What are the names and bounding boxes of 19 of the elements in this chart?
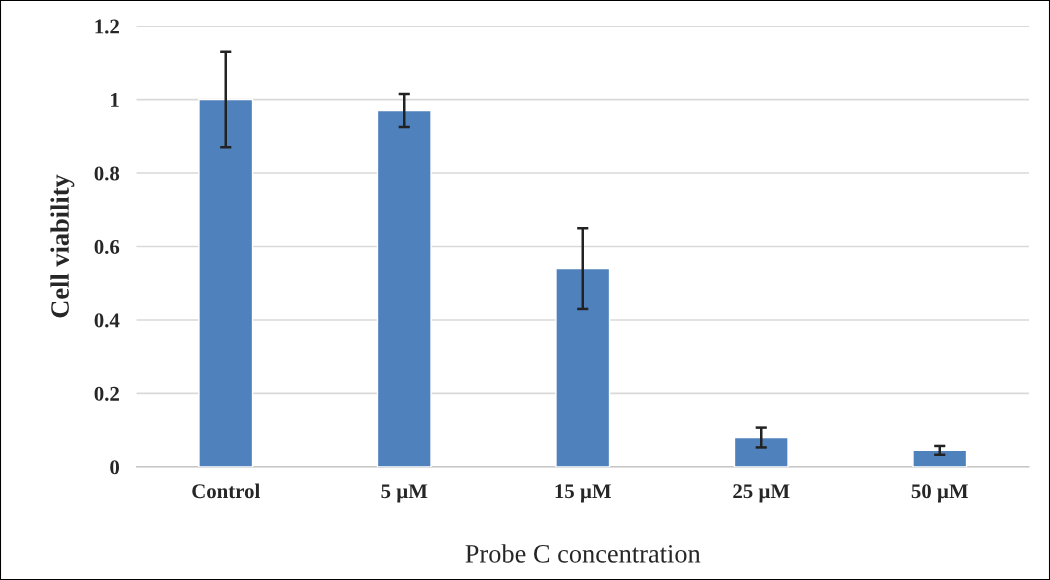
bar [376, 109, 432, 467]
x-tick-label: 50 µM [911, 484, 968, 503]
bar [555, 267, 611, 467]
y-tick-label: 0.8 [94, 166, 120, 181]
y-tick-label: 1.2 [95, 19, 119, 34]
x-tick-label: 15 µM [555, 484, 611, 503]
x-tick-label: 25 µM [733, 484, 790, 503]
y-tick-label: 0.2 [94, 386, 119, 401]
y-tick-label: 0 [110, 460, 120, 475]
y-tick-label: 0.4 [94, 313, 120, 328]
y-tick-label: 0.6 [94, 239, 120, 255]
bar [912, 449, 968, 467]
x-tick-label: Control [192, 483, 260, 499]
bar [198, 98, 254, 467]
x-tick-label: 5 µM [381, 484, 428, 503]
x-axis-title: Probe C concentration [465, 544, 701, 563]
y-axis-title: Cell viability [50, 174, 75, 318]
bar [733, 436, 789, 467]
y-tick-label: 1 [111, 93, 119, 107]
